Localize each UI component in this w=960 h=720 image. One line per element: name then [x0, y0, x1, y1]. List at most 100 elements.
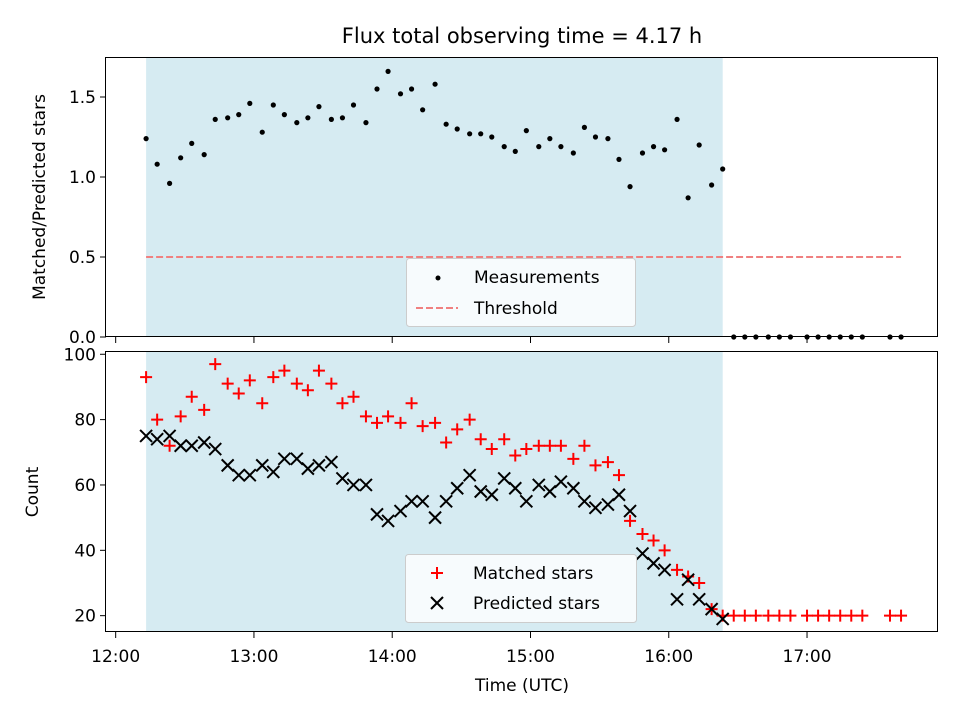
predicted-star-point [670, 592, 684, 607]
predicted-star-point [415, 494, 430, 509]
matched-star-point [693, 576, 706, 589]
matched-star-point [883, 609, 896, 622]
matched-star-point [278, 364, 291, 377]
matched-star-point [174, 410, 187, 423]
matched-star-point [140, 371, 153, 384]
legend-threshold-label: Threshold [473, 299, 558, 319]
matched-star-point [359, 410, 372, 423]
bottom-legend: Matched stars Predicted stars [405, 554, 637, 623]
predicted-star-point [162, 429, 177, 443]
matched-star-point [325, 377, 338, 390]
measurement-point [605, 136, 611, 142]
measurement-point [247, 100, 253, 106]
predicted-star-point [370, 507, 384, 522]
matched-stars-points [140, 358, 908, 622]
predicted-star-point [359, 478, 373, 492]
matched-star-point [567, 452, 580, 465]
measurement-point [639, 150, 646, 156]
legend-matched-label: Matched stars [473, 564, 593, 584]
measurement-point [178, 155, 184, 161]
predicted-star-point [173, 439, 188, 453]
measurement-point [212, 116, 218, 122]
matched-star-point [151, 413, 164, 426]
predicted-star-point [646, 556, 661, 571]
matched-star-point [773, 609, 786, 622]
matched-star-point [256, 397, 269, 410]
predicted-star-point [266, 465, 281, 479]
predicted-star-point [404, 494, 419, 509]
predicted-star-point [681, 573, 695, 587]
matched-star-point [267, 371, 280, 384]
bottom-x-axis: 12:00 13:00 14:00 15:00 16:00 17:00 [91, 632, 832, 667]
matched-star-point [163, 439, 176, 452]
predicted-star-point [612, 488, 626, 502]
measurement-point [339, 115, 346, 121]
matched-star-point [382, 410, 395, 423]
bottom-y-tick-label: 40 [74, 541, 96, 561]
measurement-point [547, 136, 553, 142]
matched-star-point [624, 514, 637, 527]
predicted-star-point [312, 458, 326, 473]
predicted-star-point [566, 481, 581, 495]
matched-star-point [834, 609, 847, 622]
matched-star-point [243, 374, 256, 387]
predicted-star-point [381, 514, 395, 528]
matched-star-point [856, 609, 869, 622]
predicted-star-point [301, 461, 315, 476]
measurement-point [709, 182, 715, 188]
matched-star-point [658, 544, 671, 557]
predicted-stars-points [139, 429, 730, 626]
matched-star-point [812, 609, 825, 622]
matched-star-point [601, 456, 614, 469]
predicted-star-point [519, 494, 534, 509]
measurement-point [385, 68, 391, 74]
matched-star-point [749, 609, 762, 622]
bottom-plot-frame [105, 351, 938, 632]
measurement-point [454, 126, 460, 132]
measurement-point [259, 129, 265, 135]
bottom-y-tick-label: 60 [74, 476, 96, 496]
top-y-tick-label: 1.0 [69, 168, 96, 188]
measurement-point [236, 112, 242, 118]
predicted-star-point [474, 484, 488, 499]
predicted-star-point [290, 452, 304, 466]
predicted-star-point [139, 429, 153, 443]
matched-star-point [198, 403, 211, 416]
matched-star-point [762, 609, 775, 622]
predicted-star-point [428, 510, 442, 525]
predicted-star-point [532, 478, 546, 492]
top-y-tick-label: 1.5 [69, 88, 96, 108]
matched-star-point [895, 609, 908, 622]
measurement-point [696, 142, 702, 148]
measurement-point [305, 115, 311, 121]
measurement-point [363, 120, 369, 126]
matched-star-point [301, 384, 314, 397]
matched-star-point [451, 423, 464, 436]
predicted-star-point [150, 432, 164, 446]
predicted-star-point [346, 478, 361, 492]
matched-star-point [185, 390, 198, 403]
measurement-point [167, 180, 173, 186]
predicted-star-point [692, 592, 706, 607]
matched-star-point [394, 416, 407, 429]
top-y-tick-label: 0.0 [69, 328, 96, 348]
x-tick-label: 14:00 [368, 647, 417, 667]
top-plot-frame [105, 57, 938, 337]
predicted-star-point [243, 468, 257, 482]
matched-star-point [727, 609, 740, 622]
predicted-star-point [704, 602, 719, 616]
measurement-point [592, 134, 599, 140]
predicted-star-point [657, 563, 672, 577]
measurement-point [201, 152, 207, 158]
measurement-point [316, 104, 322, 110]
bottom-y-tick-label: 100 [64, 345, 96, 365]
measurement-point [443, 121, 449, 127]
matched-star-point [509, 449, 522, 462]
top-panel: 0.0 0.5 1.0 1.5 Matched/Predicted stars Mea… [30, 57, 938, 348]
measurement-point [478, 131, 484, 137]
predicted-star-point [588, 501, 603, 515]
predicted-star-point [277, 452, 292, 466]
measurement-point [328, 116, 334, 122]
predicted-star-point [635, 546, 650, 561]
predicted-star-point [185, 439, 199, 453]
